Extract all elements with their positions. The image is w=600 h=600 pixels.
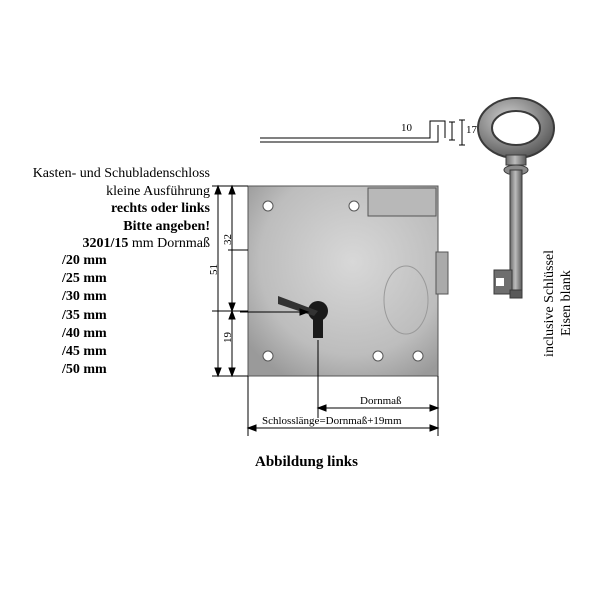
dim-19: 19 (222, 332, 234, 343)
size-item: /30 mm (62, 288, 107, 306)
size-item: /35 mm (62, 307, 107, 325)
size-item: /25 mm (62, 270, 107, 288)
size-item: /20 mm (62, 252, 107, 270)
desc-line3: rechts oder links (10, 200, 210, 218)
right-line1: inclusive Schlüssel (542, 250, 557, 357)
model-unit: mm Dornmaß (132, 236, 210, 251)
size-item: /50 mm (62, 361, 107, 379)
dim-32: 32 (222, 234, 234, 245)
dim-51: 51 (208, 264, 220, 275)
dim-top-10: 10 (401, 122, 412, 134)
key-included-label: inclusive Schlüssel Eisen blank (542, 250, 576, 357)
dim-schlosslaenge: Schlosslänge=Dornmaß+19mm (262, 415, 402, 427)
figure-caption: Abbildung links (255, 454, 358, 471)
product-description: Kasten- und Schubladenschloss kleine Aus… (10, 165, 210, 253)
size-list: /20 mm /25 mm /30 mm /35 mm /40 mm /45 m… (62, 252, 107, 379)
size-item: /40 mm (62, 325, 107, 343)
dim-dornmass: Dornmaß (360, 395, 402, 407)
desc-line4: Bitte angeben! (10, 218, 210, 236)
model-number: 3201/15 (82, 236, 128, 251)
size-item: /45 mm (62, 343, 107, 361)
dim-top-17: 17 (466, 124, 477, 136)
desc-line2: kleine Ausführung (10, 183, 210, 201)
model-line: 3201/15 mm Dornmaß (10, 235, 210, 253)
desc-line1: Kasten- und Schubladenschloss (10, 165, 210, 183)
right-line2: Eisen blank (559, 271, 574, 337)
